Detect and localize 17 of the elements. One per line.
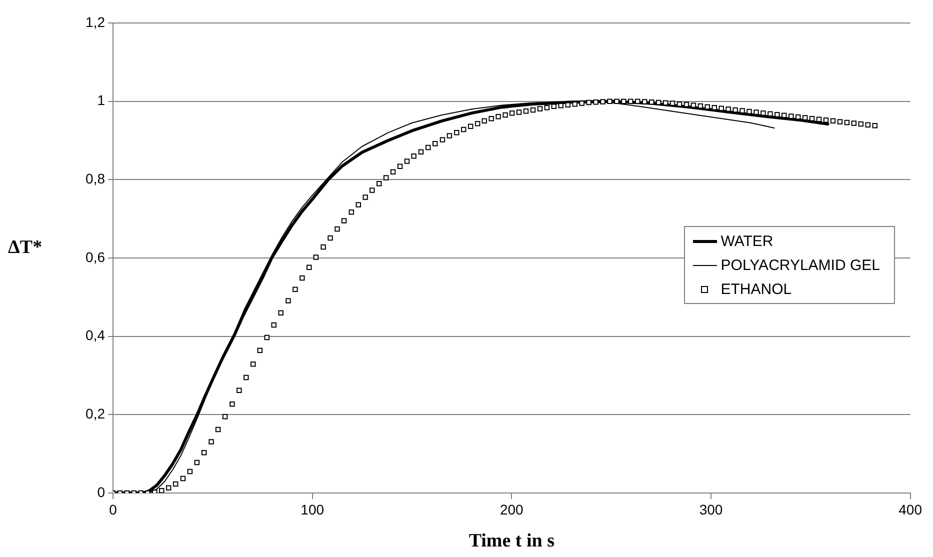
x-tick-label: 0 bbox=[109, 501, 118, 518]
x-tick-label: 100 bbox=[300, 501, 324, 518]
x-tick-label: 200 bbox=[500, 501, 524, 518]
x-axis-title: Time t in s bbox=[468, 530, 555, 552]
x-tick-label: 400 bbox=[898, 501, 922, 518]
y-tick-label: 0,2 bbox=[86, 406, 106, 422]
y-tick-label: 1 bbox=[97, 92, 106, 108]
y-tick-label: 0,8 bbox=[86, 170, 106, 187]
y-tick-label: 0 bbox=[97, 484, 106, 500]
y-tick-label: 0,4 bbox=[86, 327, 106, 344]
y-axis-title: ΔT* bbox=[8, 237, 42, 259]
legend-label: WATER bbox=[720, 232, 774, 250]
y-tick-label: 0,6 bbox=[86, 248, 106, 265]
legend-label: POLYACRYLAMID GEL bbox=[720, 256, 880, 274]
x-tick-label: 300 bbox=[699, 501, 723, 518]
legend-label: ETHANOL bbox=[720, 280, 792, 298]
y-tick-label: 1,2 bbox=[86, 14, 106, 30]
